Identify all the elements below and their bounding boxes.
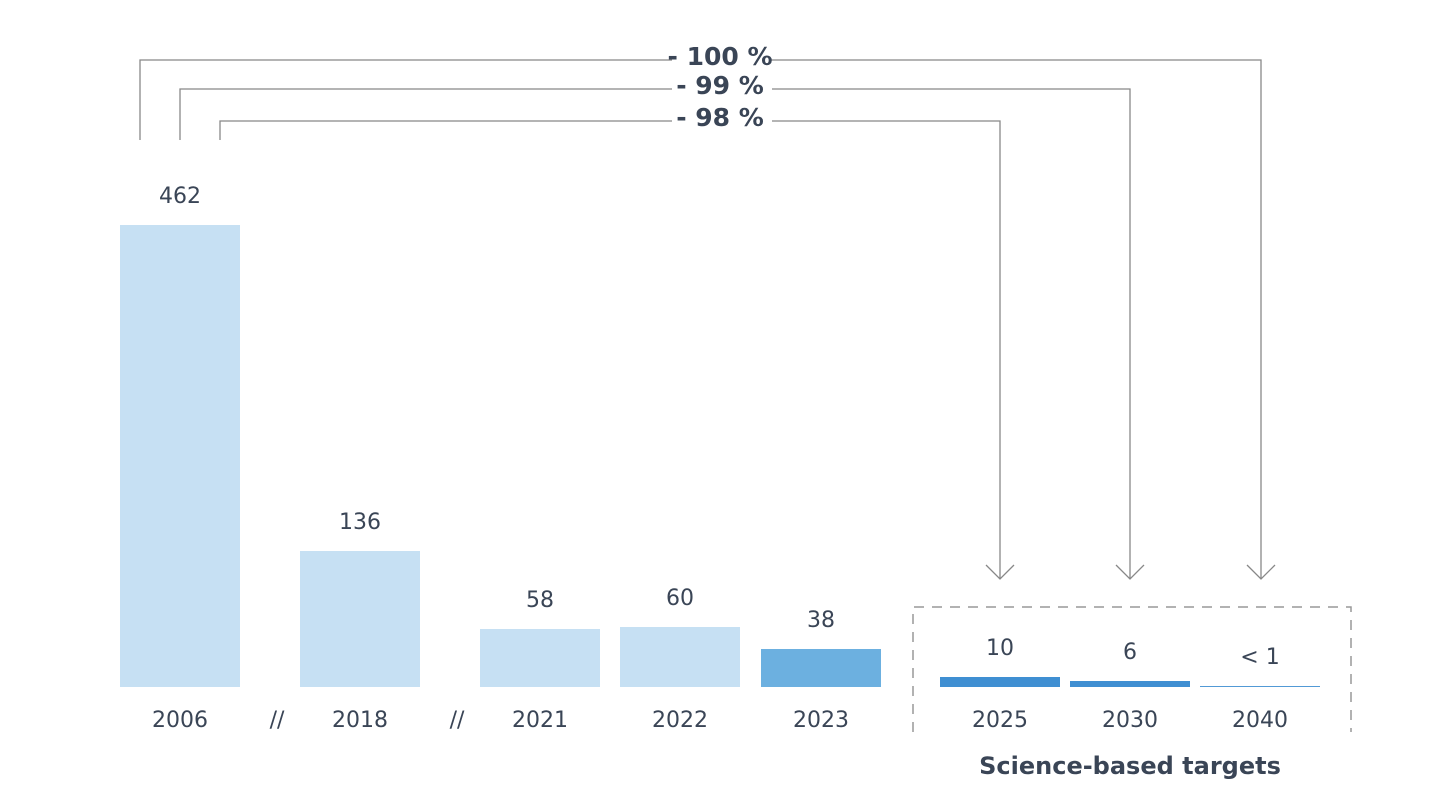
value-label: 462	[159, 184, 201, 209]
arrow-head	[985, 564, 1015, 580]
bar	[940, 677, 1060, 687]
x-tick-label: 2030	[1102, 708, 1158, 733]
x-tick-label: 2022	[652, 708, 708, 733]
value-label: 10	[986, 636, 1014, 661]
bar	[1200, 686, 1320, 687]
axis-break: //	[450, 708, 465, 733]
x-tick-label: 2040	[1232, 708, 1288, 733]
group-label: Science-based targets	[979, 752, 1281, 780]
axis-break: //	[270, 708, 285, 733]
bar	[300, 551, 420, 687]
value-label: < 1	[1240, 645, 1279, 670]
bar	[480, 629, 600, 687]
bar	[1070, 681, 1190, 687]
bar	[761, 649, 881, 687]
value-label: 38	[807, 608, 835, 633]
bracket-line	[179, 88, 1131, 578]
annotation: - 98 %	[676, 103, 764, 132]
value-label: 6	[1123, 640, 1137, 665]
arrow-head	[1115, 564, 1145, 580]
x-tick-label: 2021	[512, 708, 568, 733]
target-box	[912, 606, 1352, 732]
bracket-line	[139, 59, 1262, 578]
x-tick-label: 2025	[972, 708, 1028, 733]
bracket-line	[219, 120, 1001, 578]
bar	[620, 627, 740, 687]
value-label: 58	[526, 588, 554, 613]
x-tick-label: 2006	[152, 708, 208, 733]
annotation: - 99 %	[676, 71, 764, 100]
arrow-head	[1246, 564, 1276, 580]
bar	[120, 225, 240, 687]
value-label: 136	[339, 510, 381, 535]
x-tick-label: 2018	[332, 708, 388, 733]
value-label: 60	[666, 586, 694, 611]
x-tick-label: 2023	[793, 708, 849, 733]
annotation: - 100 %	[667, 42, 772, 71]
